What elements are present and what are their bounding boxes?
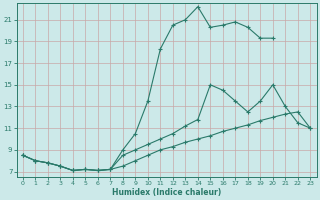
X-axis label: Humidex (Indice chaleur): Humidex (Indice chaleur) xyxy=(112,188,221,197)
